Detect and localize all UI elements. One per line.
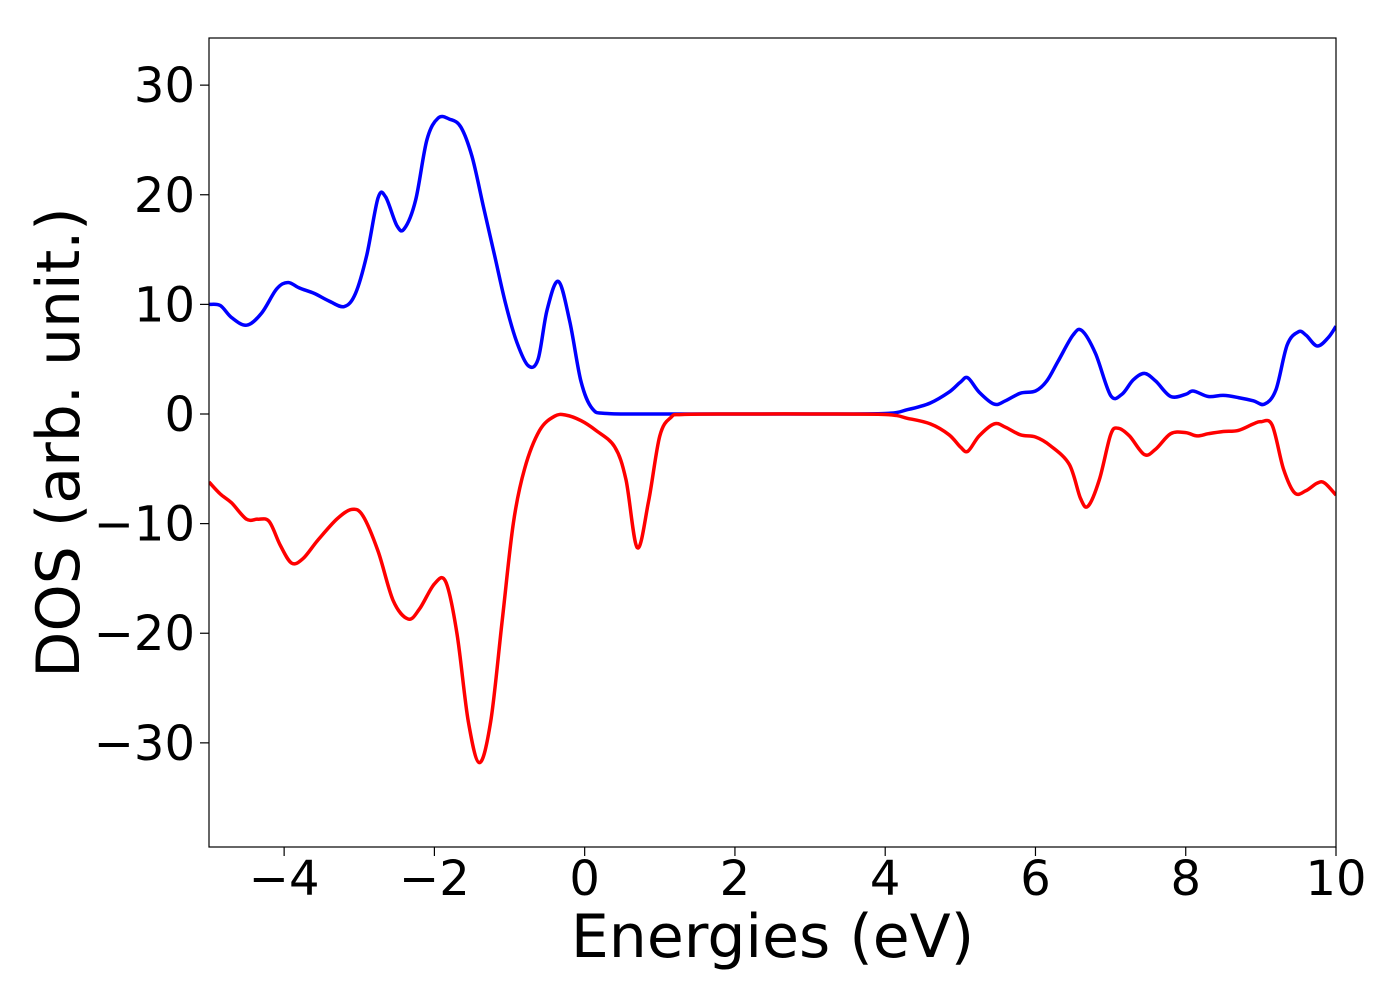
y-tick-label: 0	[164, 387, 195, 443]
series-layer	[209, 114, 1336, 765]
x-tick-label: 4	[870, 851, 901, 907]
y-tick-label: −20	[94, 606, 195, 662]
spin-down-line	[209, 412, 1336, 765]
x-tick-label: 2	[720, 851, 751, 907]
y-tick-label: 30	[134, 58, 195, 114]
y-tick-label: −10	[94, 497, 195, 553]
x-tick-label: −4	[249, 851, 320, 907]
x-tick-label: 10	[1305, 851, 1366, 907]
y-axis: 30 20 10 0 −10 −20 −30	[94, 58, 209, 772]
y-tick-label: 10	[134, 277, 195, 333]
x-tick-label: −2	[399, 851, 470, 907]
spin-up-line	[209, 114, 1336, 416]
x-tick-label: 0	[569, 851, 600, 907]
x-tick-label: 8	[1170, 851, 1201, 907]
plot-frame	[208, 37, 1337, 848]
y-axis-label: DOS (arb. unit.)	[24, 207, 94, 677]
y-tick-label: 20	[134, 168, 195, 224]
x-axis-label: Energies (eV)	[571, 902, 974, 972]
x-axis: −4 −2 0 2 4 6 8 10	[249, 847, 1367, 907]
y-tick-label: −30	[94, 716, 195, 772]
x-tick-label: 6	[1020, 851, 1051, 907]
